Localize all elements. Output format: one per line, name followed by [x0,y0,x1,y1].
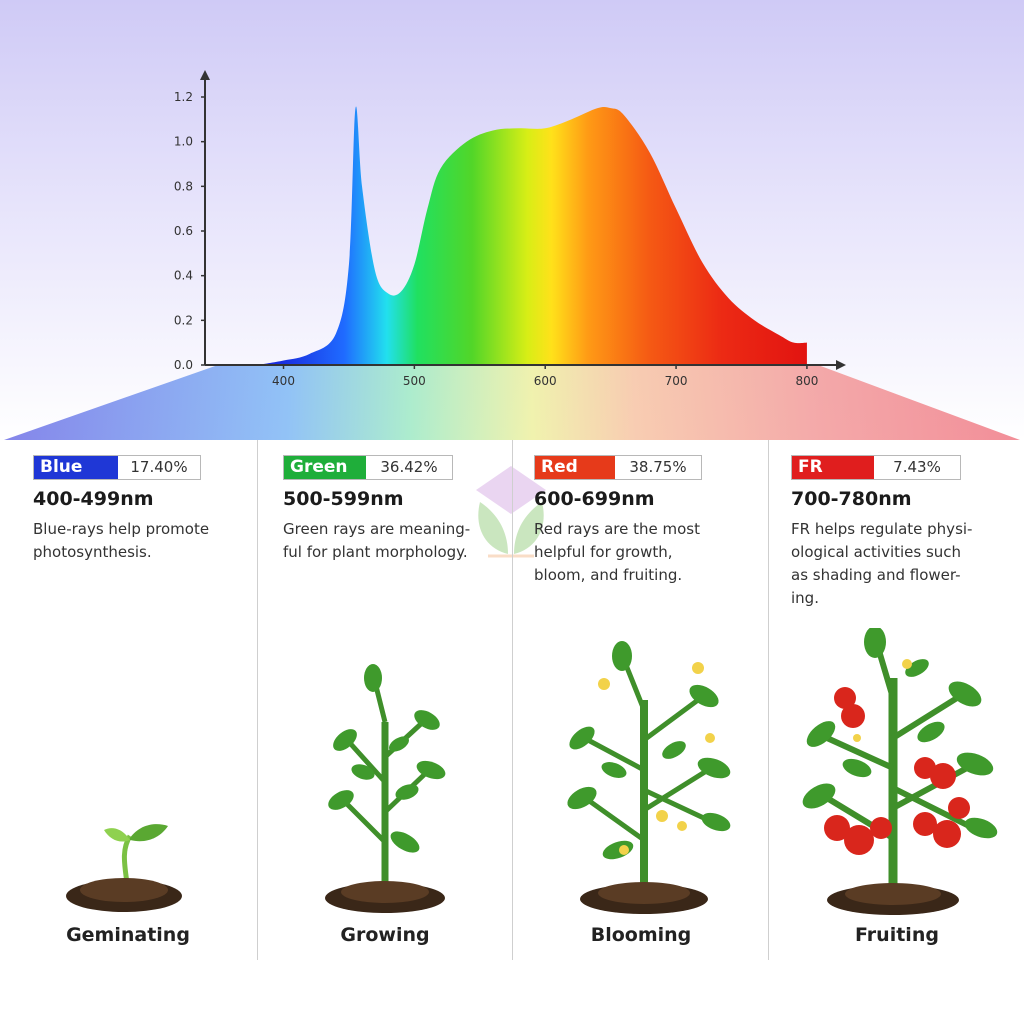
chart-ticks: 0.0 0.2 0.4 0.6 0.8 1.0 1.2 400 500 600 700 800 [174,90,818,388]
x-tick-label: 800 [795,374,818,388]
band-percent: 17.40% [118,456,200,479]
x-tick-label: 700 [665,374,688,388]
x-tick-label: 500 [403,374,426,388]
band-description: FR helps regulate physi- ological activi… [791,520,973,607]
band-description: Red rays are the most helpful for growth… [534,520,700,584]
column-divider [512,440,513,960]
spectrum-chart: 0.0 0.2 0.4 0.6 0.8 1.0 1.2 400 500 600 700 800 [4,70,1020,440]
band-name: FR [792,456,874,479]
growing-plant-icon [325,664,446,913]
band-tag: Blue 17.40% [33,455,201,480]
spectrum-fan [4,365,1020,440]
y-tick-label: 0.2 [174,313,193,327]
y-tick-label: 0.0 [174,358,193,372]
band-name: Green [284,456,366,479]
y-tick-label: 0.6 [174,224,193,238]
band-column-red: Red 38.75% 600-699nm Red rays are the mo… [513,440,768,960]
x-axis-arrow [836,360,846,370]
band-range: 600-699nm [534,488,655,510]
band-description: Blue-rays help promote photosynthesis. [33,520,210,561]
band-column-blue: Blue 17.40% 400-499nm Blue-rays help pro… [0,440,256,960]
stage-label: Geminating [66,924,190,946]
x-tick-label: 600 [534,374,557,388]
band-range: 500-599nm [283,488,404,510]
seedling-icon [66,824,182,912]
y-axis-arrow [200,70,210,80]
band-tag: FR 7.43% [791,455,961,480]
chart-axes [200,70,846,370]
stage-label: Fruiting [855,924,939,946]
y-tick-label: 0.4 [174,269,193,283]
x-tick-label: 400 [272,374,295,388]
y-tick-label: 1.0 [174,135,193,149]
band-range: 700-780nm [791,488,912,510]
y-tick-label: 0.8 [174,179,193,193]
column-divider [768,440,769,960]
band-column-fr: FR 7.43% 700-780nm FR helps regulate phy… [769,440,1024,960]
band-description: Green rays are meaning- ful for plant mo… [283,520,471,561]
stage-label: Growing [340,924,430,946]
band-percent: 38.75% [615,456,701,479]
blooming-plant-icon [567,641,731,914]
band-name: Red [535,456,615,479]
leaf-logo-icon [476,466,546,558]
spectrum-area [257,106,807,366]
band-tag: Red 38.75% [534,455,702,480]
band-range: 400-499nm [33,488,154,510]
band-column-green: Green 36.42% 500-599nm Green rays are me… [257,440,513,960]
band-percent: 36.42% [366,456,452,479]
band-percent: 7.43% [874,456,960,479]
fruiting-tomato-plant-icon [802,628,998,915]
band-tag: Green 36.42% [283,455,453,480]
column-divider [257,440,258,960]
band-name: Blue [34,456,118,479]
y-tick-label: 1.2 [174,90,193,104]
stage-label: Blooming [590,924,692,946]
